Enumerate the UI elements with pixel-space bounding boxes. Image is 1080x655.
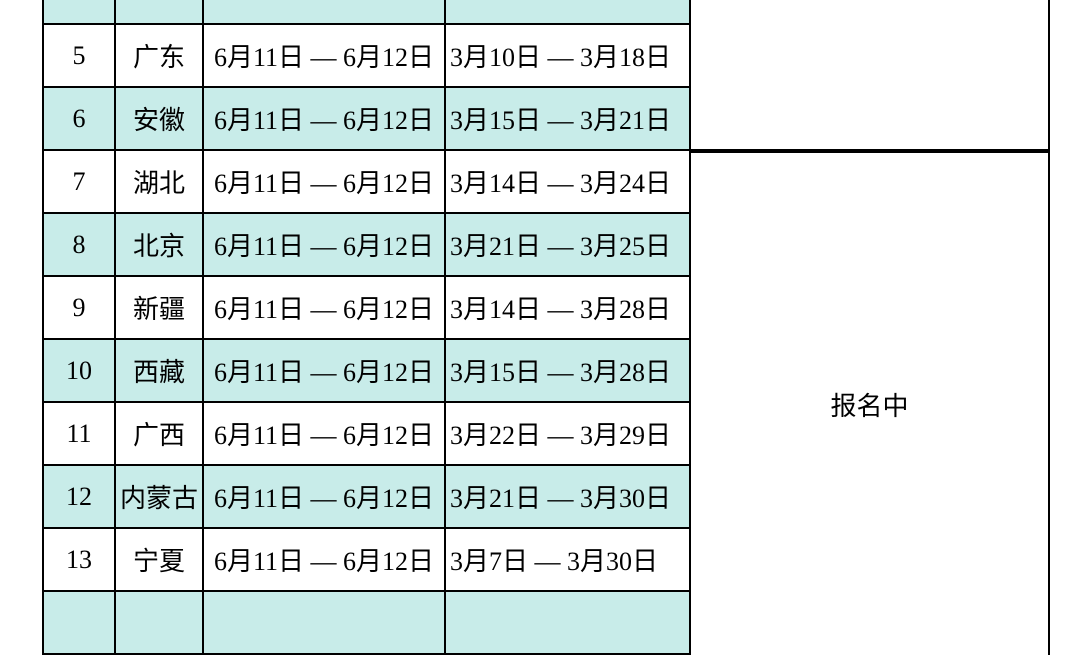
cell-index: 8 [43, 213, 115, 276]
cell-signup-date: 3月10日 — 3月18日 [445, 24, 690, 87]
cell-index: 5 [43, 24, 115, 87]
cell-signup-date: 3月22日 — 3月29日 [445, 402, 690, 465]
cell-signup-date: 3月15日 — 3月28日 [445, 339, 690, 402]
cell-signup-date: 3月14日 — 3月28日 [445, 276, 690, 339]
cell-index: 13 [43, 528, 115, 591]
schedule-tbody: 5广东6月11日 — 6月12日3月10日 — 3月18日6安徽6月11日 — … [43, 0, 690, 654]
cell-exam-date: 6月11日 — 6月12日 [203, 465, 445, 528]
cell-index [43, 0, 115, 24]
cell-province: 宁夏 [115, 528, 203, 591]
cell-index: 9 [43, 276, 115, 339]
cell-signup-date [445, 0, 690, 24]
cell-exam-date: 6月11日 — 6月12日 [203, 213, 445, 276]
table-row: 10西藏6月11日 — 6月12日3月15日 — 3月28日 [43, 339, 690, 402]
cell-province: 北京 [115, 213, 203, 276]
cell-exam-date: 6月11日 — 6月12日 [203, 150, 445, 213]
table-row [43, 591, 690, 654]
cell-signup-date [445, 591, 690, 654]
cell-index: 12 [43, 465, 115, 528]
cell-index: 11 [43, 402, 115, 465]
cell-province: 广东 [115, 24, 203, 87]
cell-province [115, 591, 203, 654]
cell-exam-date [203, 0, 445, 24]
table-row: 7湖北6月11日 — 6月12日3月14日 — 3月24日 [43, 150, 690, 213]
table-row: 5广东6月11日 — 6月12日3月10日 — 3月18日 [43, 24, 690, 87]
table-row: 6安徽6月11日 — 6月12日3月15日 — 3月21日 [43, 87, 690, 150]
cell-index [43, 591, 115, 654]
table-row: 11广西6月11日 — 6月12日3月22日 — 3月29日 [43, 402, 690, 465]
cell-exam-date: 6月11日 — 6月12日 [203, 276, 445, 339]
table-row: 12内蒙古6月11日 — 6月12日3月21日 — 3月30日 [43, 465, 690, 528]
cell-exam-date: 6月11日 — 6月12日 [203, 24, 445, 87]
cell-province: 广西 [115, 402, 203, 465]
table-row: 9新疆6月11日 — 6月12日3月14日 — 3月28日 [43, 276, 690, 339]
table-row: 13宁夏6月11日 — 6月12日3月7日 — 3月30日 [43, 528, 690, 591]
cell-province: 西藏 [115, 339, 203, 402]
cell-exam-date: 6月11日 — 6月12日 [203, 402, 445, 465]
cell-signup-date: 3月7日 — 3月30日 [445, 528, 690, 591]
cell-index: 7 [43, 150, 115, 213]
cell-exam-date [203, 591, 445, 654]
status-lower-label: 报名中 [830, 386, 908, 423]
cell-province: 湖北 [115, 150, 203, 213]
cell-index: 10 [43, 339, 115, 402]
status-column: 报名中 [691, 0, 1050, 655]
cell-signup-date: 3月14日 — 3月24日 [445, 150, 690, 213]
cell-province: 内蒙古 [115, 465, 203, 528]
cell-signup-date: 3月15日 — 3月21日 [445, 87, 690, 150]
cell-exam-date: 6月11日 — 6月12日 [203, 87, 445, 150]
cell-index: 6 [43, 87, 115, 150]
cell-province: 安徽 [115, 87, 203, 150]
status-upper [691, 0, 1050, 151]
status-lower: 报名中 [691, 151, 1050, 655]
schedule-table: 5广东6月11日 — 6月12日3月10日 — 3月18日6安徽6月11日 — … [42, 0, 691, 655]
table-row: 8北京6月11日 — 6月12日3月21日 — 3月25日 [43, 213, 690, 276]
table-row [43, 0, 690, 24]
cell-signup-date: 3月21日 — 3月25日 [445, 213, 690, 276]
cell-province [115, 0, 203, 24]
schedule-table-wrap: 5广东6月11日 — 6月12日3月10日 — 3月18日6安徽6月11日 — … [42, 0, 1050, 655]
cell-exam-date: 6月11日 — 6月12日 [203, 528, 445, 591]
cell-province: 新疆 [115, 276, 203, 339]
cell-signup-date: 3月21日 — 3月30日 [445, 465, 690, 528]
cell-exam-date: 6月11日 — 6月12日 [203, 339, 445, 402]
